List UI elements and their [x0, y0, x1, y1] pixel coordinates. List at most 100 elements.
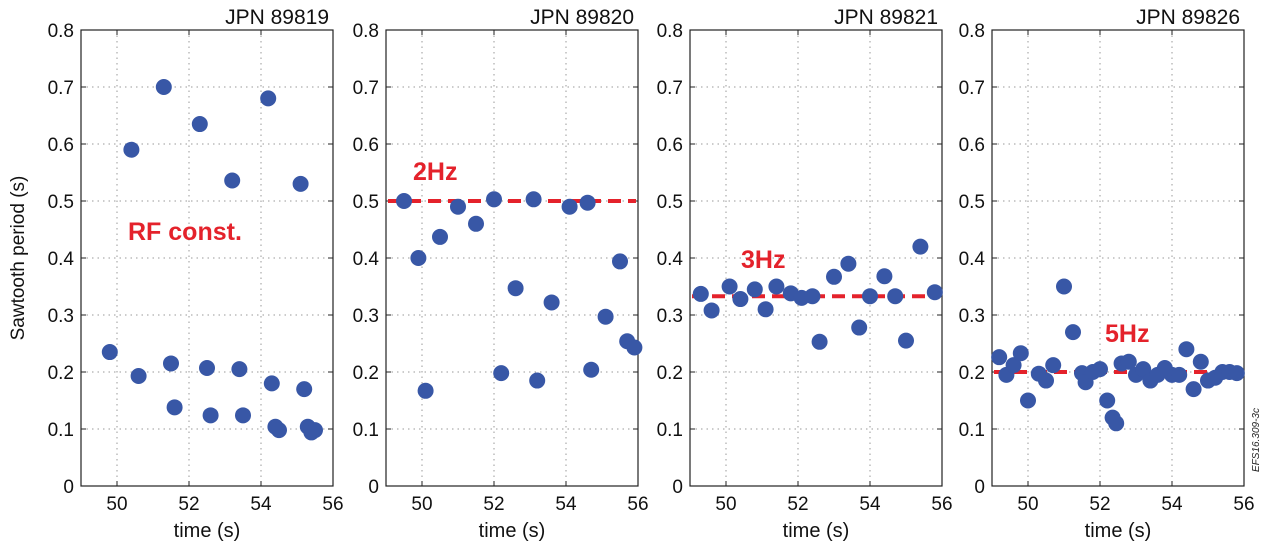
data-point [1108, 415, 1125, 432]
data-point [1135, 361, 1152, 378]
x-axis-label: time (s) [174, 520, 241, 542]
data-point [263, 375, 280, 392]
x-axis-label: time (s) [479, 520, 546, 542]
y-tick-label: 0.4 [657, 249, 684, 270]
data-point [746, 281, 763, 298]
panel-2: 0 0.1 0.2 0.3 0.4 0.5 0.6 0.7 0.8 50 52 54 56 JPN 898… [353, 6, 649, 542]
y-tick-label: 0.8 [657, 21, 683, 42]
data-point [692, 285, 709, 302]
y-tick-label: 0.2 [353, 363, 379, 384]
data-point [1092, 361, 1108, 378]
x-tick-label: 54 [1161, 494, 1183, 515]
data-point [507, 280, 524, 297]
data-point [396, 193, 412, 209]
panel-title: JPN 89819 [225, 6, 329, 29]
y-tick-label: 0.4 [48, 249, 75, 270]
data-point [468, 215, 484, 232]
data-point [1228, 365, 1245, 382]
y-tick-label: 0.5 [353, 192, 379, 213]
data-point [296, 381, 313, 398]
panel-4: 0 0.1 0.2 0.3 0.4 0.5 0.6 0.7 0.8 50 52 54 56 JPN 898… [959, 6, 1255, 542]
data-point [525, 191, 542, 208]
data-point [887, 288, 904, 305]
data-point [583, 361, 600, 378]
x-tick-label: 50 [715, 494, 736, 515]
data-point [1005, 357, 1022, 374]
data-point [202, 407, 219, 424]
y-tick-label: 0.2 [657, 363, 683, 384]
x-tick-label: 52 [787, 494, 808, 515]
data-point [155, 79, 172, 95]
frequency-annotation: 3Hz [741, 246, 785, 274]
data-point [561, 198, 578, 215]
x-tick-label: 56 [322, 494, 343, 515]
y-tick-label: 0.4 [353, 249, 380, 270]
panel-title: JPN 89821 [834, 6, 938, 29]
y-tick-label: 0.6 [657, 135, 683, 156]
data-point [271, 422, 287, 439]
data-point [199, 360, 215, 377]
data-point [851, 319, 868, 336]
data-point [260, 90, 277, 107]
panel-title: JPN 89820 [530, 6, 634, 29]
y-axis-label: Sawtooth period (s) [8, 176, 29, 341]
y-tick-label: 0.3 [657, 306, 683, 327]
x-tick-label: 50 [411, 494, 432, 515]
y-tick-label: 0 [368, 477, 379, 498]
data-point [1178, 341, 1195, 358]
y-tick-label: 0.6 [959, 135, 985, 156]
data-point [876, 268, 893, 285]
data-point [1020, 392, 1036, 409]
y-tick-label: 0.8 [353, 21, 379, 42]
plot-frame [689, 29, 943, 487]
y-tick-label: 0.1 [959, 420, 985, 441]
y-tick-label: 0.8 [48, 21, 74, 42]
x-tick-label: 54 [555, 494, 577, 515]
data-point [626, 339, 643, 356]
figure-id-label: EFS16.309-3c [1251, 408, 1262, 472]
panel-1: 0 0.1 0.2 0.3 0.4 0.5 0.6 0.7 0.8 50 52 54 56 JPN 898… [48, 6, 344, 542]
y-tick-label: 0.6 [353, 135, 379, 156]
y-tick-label: 0.4 [959, 249, 986, 270]
y-tick-label: 0.6 [48, 135, 74, 156]
data-point [410, 250, 427, 266]
data-point [1192, 353, 1209, 370]
y-tick-label: 0.3 [353, 306, 379, 327]
y-tick-label: 0.2 [48, 363, 74, 384]
y-tick-label: 0.1 [48, 420, 74, 441]
x-tick-label: 54 [250, 494, 272, 515]
data-point [1185, 381, 1202, 398]
y-tick-label: 0.3 [959, 306, 985, 327]
data-point [926, 284, 943, 301]
data-point [123, 141, 140, 158]
data-point [912, 238, 929, 255]
data-point [1045, 357, 1062, 374]
x-tick-label: 52 [178, 494, 199, 515]
data-point [417, 382, 434, 399]
data-point [486, 191, 502, 208]
x-tick-label: 50 [106, 494, 127, 515]
data-point [543, 294, 560, 311]
data-point [703, 302, 720, 319]
data-point [732, 291, 749, 308]
x-axis-label: time (s) [1085, 520, 1152, 542]
frequency-annotation: RF const. [128, 218, 242, 246]
data-point [991, 349, 1008, 366]
data-point [450, 198, 466, 215]
x-tick-label: 52 [1089, 494, 1110, 515]
data-point [826, 268, 842, 285]
panel-title: JPN 89826 [1136, 6, 1240, 29]
y-tick-label: 0.5 [48, 192, 74, 213]
y-tick-label: 0.8 [959, 21, 985, 42]
data-point [432, 228, 448, 245]
y-tick-label: 0 [672, 477, 683, 498]
frequency-annotation: 5Hz [1105, 320, 1149, 348]
data-point [231, 361, 248, 378]
y-tick-label: 0.2 [959, 363, 985, 384]
x-tick-label: 56 [931, 494, 952, 515]
y-tick-label: 0.7 [959, 78, 985, 99]
data-point [130, 367, 147, 384]
data-point [1065, 324, 1081, 341]
y-tick-label: 0 [974, 477, 985, 498]
